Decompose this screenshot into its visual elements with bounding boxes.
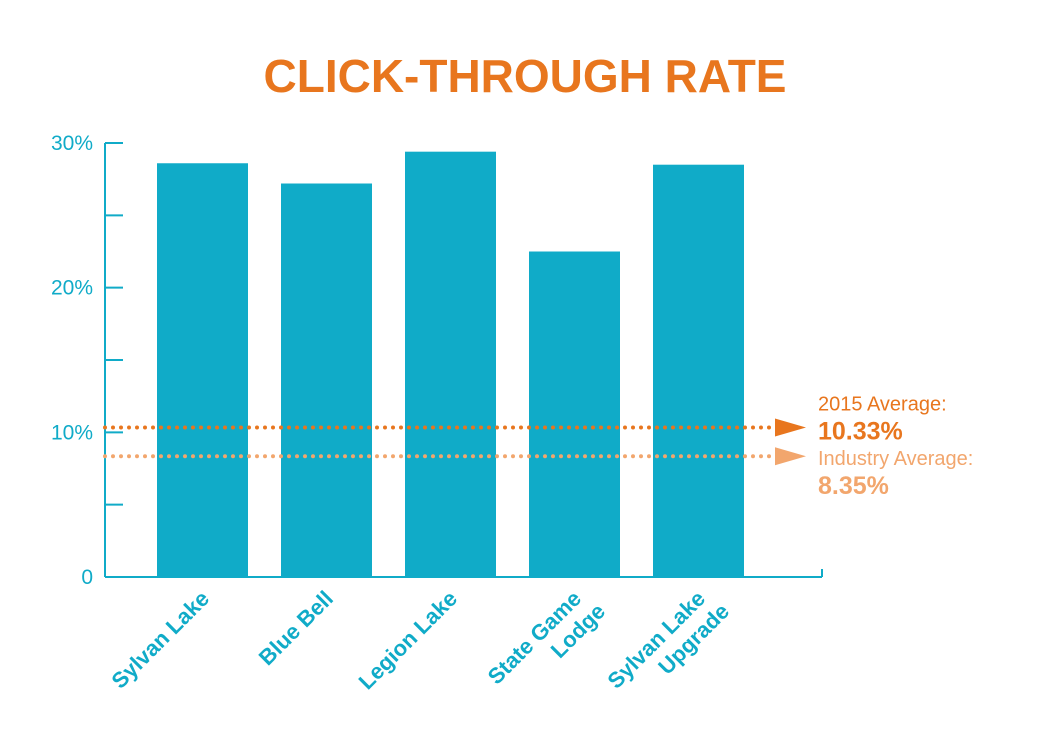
category-label-text: Sylvan Lake [106,586,214,694]
y-tick-label: 30% [51,132,93,155]
bar [405,151,496,577]
category-label-line: Legion Lake [354,586,462,694]
bar [157,163,248,577]
reference-lines: 2015 Average:10.33%Industry Average:8.35… [103,394,973,500]
y-tick-label: 20% [51,277,93,300]
reference-label: Industry Average: [818,448,973,470]
category-label-text: State GameLodge [483,580,610,707]
bar [281,183,372,578]
reference-value: 10.33% [818,418,903,446]
category-label: State GameLodge [483,580,610,707]
bar-series [157,151,744,578]
bar [653,164,744,577]
category-label-text: Blue Bell [254,586,338,670]
category-label-text: Legion Lake [354,586,462,694]
reference-arrow-icon [775,418,806,437]
chart-title: CLICK-THROUGH RATE [264,50,787,102]
reference-arrow-icon [775,447,806,466]
category-labels: Sylvan Lake Blue Bell Legion Lake State Gam… [106,580,734,712]
category-label-line: Sylvan Lake [106,586,214,694]
category-label: Legion Lake [354,586,462,694]
category-label: Sylvan Lake [106,586,214,694]
category-label: Sylvan LakeUpgrade [602,580,734,712]
reference-value: 8.35% [818,472,889,500]
category-label-text: Sylvan LakeUpgrade [602,580,734,712]
y-tick-label: 10% [51,421,93,444]
y-tick-label: 0 [81,566,93,589]
category-label-line: Blue Bell [254,586,338,670]
category-label: Blue Bell [254,586,338,670]
reference-label: 2015 Average: [818,394,947,416]
bar [529,251,620,577]
